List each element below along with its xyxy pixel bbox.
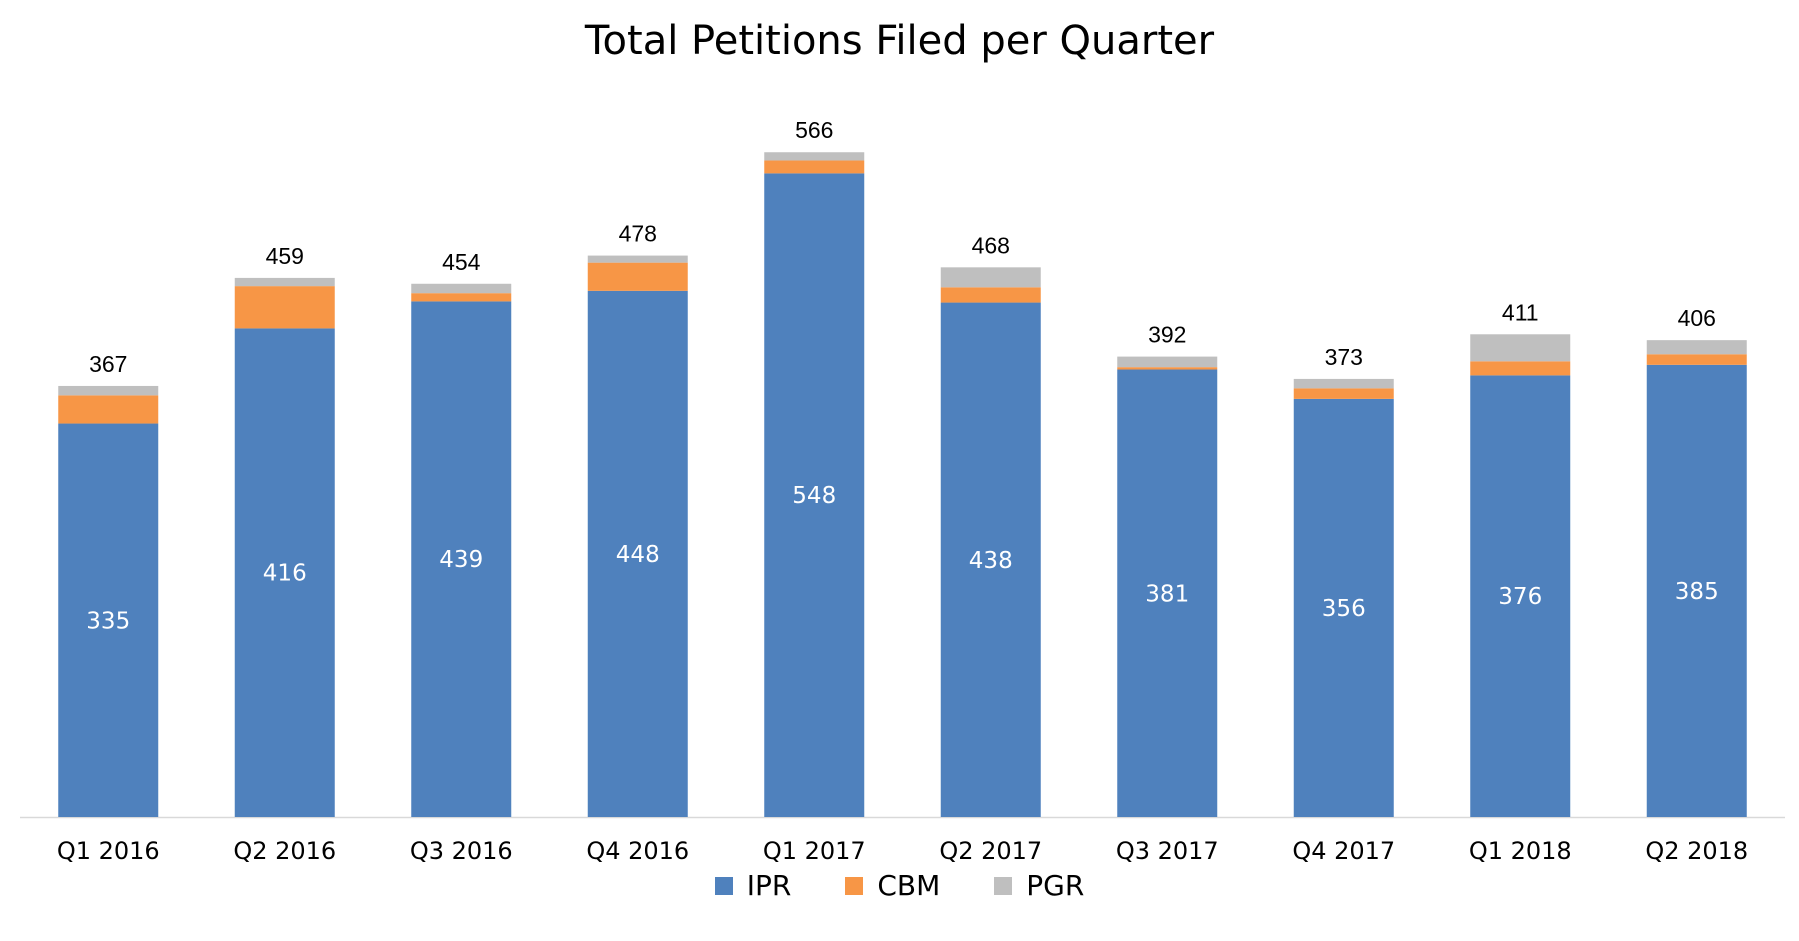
chart-legend: IPR CBM PGR: [0, 869, 1799, 902]
total-label-q3-2017: 392: [1148, 322, 1186, 348]
total-label-q1-2018: 411: [1502, 299, 1539, 325]
legend-label-ipr: IPR: [747, 869, 792, 902]
legend-swatch-cbm: [845, 877, 863, 895]
bar-cbm-q4-2017: [1294, 388, 1394, 399]
bar-pgr-q3-2017: [1117, 357, 1217, 368]
data-label-ipr-q1-2016: 335: [86, 608, 130, 634]
bar-pgr-q1-2016: [58, 386, 158, 395]
data-label-ipr-q2-2017: 438: [969, 548, 1013, 574]
total-label-q4-2016: 478: [619, 221, 657, 247]
bar-pgr-q1-2018: [1470, 334, 1570, 361]
bar-cbm-q1-2018: [1470, 361, 1570, 375]
x-tick-label-q1-2016: Q1 2016: [57, 837, 160, 865]
bar-pgr-q1-2017: [764, 152, 864, 160]
x-tick-label-q2-2018: Q2 2018: [1645, 837, 1748, 865]
bar-cbm-q2-2017: [941, 287, 1041, 302]
bar-cbm-q2-2016: [235, 286, 335, 328]
x-tick-label-q1-2018: Q1 2018: [1469, 837, 1572, 865]
legend-label-pgr: PGR: [1026, 869, 1084, 902]
data-label-ipr-q1-2017: 548: [792, 483, 836, 509]
total-label-q4-2017: 373: [1325, 344, 1363, 370]
legend-label-cbm: CBM: [877, 869, 940, 902]
legend-item-pgr: PGR: [994, 869, 1084, 902]
bar-cbm-q3-2017: [1117, 367, 1217, 369]
total-label-q1-2016: 367: [89, 351, 127, 377]
bar-pgr-q4-2016: [588, 256, 688, 263]
data-label-ipr-q4-2016: 448: [616, 542, 660, 568]
total-label-q3-2016: 454: [442, 249, 481, 275]
data-label-ipr-q2-2016: 416: [263, 561, 307, 587]
x-tick-label-q3-2016: Q3 2016: [410, 837, 513, 865]
bar-pgr-q3-2016: [411, 284, 511, 293]
data-label-ipr-q3-2017: 381: [1145, 581, 1189, 607]
data-label-ipr-q4-2017: 356: [1322, 596, 1366, 622]
legend-swatch-pgr: [994, 877, 1012, 895]
bar-cbm-q2-2018: [1647, 354, 1747, 365]
bar-cbm-q1-2016: [58, 395, 158, 423]
total-label-q2-2018: 406: [1678, 305, 1716, 331]
bar-cbm-q1-2017: [764, 160, 864, 173]
bar-pgr-q2-2018: [1647, 340, 1747, 354]
data-label-ipr-q3-2016: 439: [439, 547, 483, 573]
bar-cbm-q3-2016: [411, 293, 511, 301]
x-tick-label-q2-2016: Q2 2016: [233, 837, 336, 865]
x-tick-label-q4-2017: Q4 2017: [1292, 837, 1395, 865]
legend-swatch-ipr: [715, 877, 733, 895]
total-label-q1-2017: 566: [795, 117, 833, 143]
legend-item-cbm: CBM: [845, 869, 940, 902]
data-label-ipr-q1-2018: 376: [1498, 584, 1542, 610]
bar-pgr-q4-2017: [1294, 379, 1394, 388]
bar-pgr-q2-2017: [941, 267, 1041, 287]
data-label-ipr-q2-2018: 385: [1675, 579, 1719, 605]
total-label-q2-2017: 468: [972, 232, 1010, 258]
x-tick-label-q4-2016: Q4 2016: [586, 837, 689, 865]
x-tick-label-q2-2017: Q2 2017: [939, 837, 1042, 865]
bar-pgr-q2-2016: [235, 278, 335, 286]
x-tick-label-q1-2017: Q1 2017: [763, 837, 866, 865]
legend-item-ipr: IPR: [715, 869, 792, 902]
bar-cbm-q4-2016: [588, 263, 688, 291]
x-tick-label-q3-2017: Q3 2017: [1116, 837, 1219, 865]
total-label-q2-2016: 459: [266, 243, 304, 269]
